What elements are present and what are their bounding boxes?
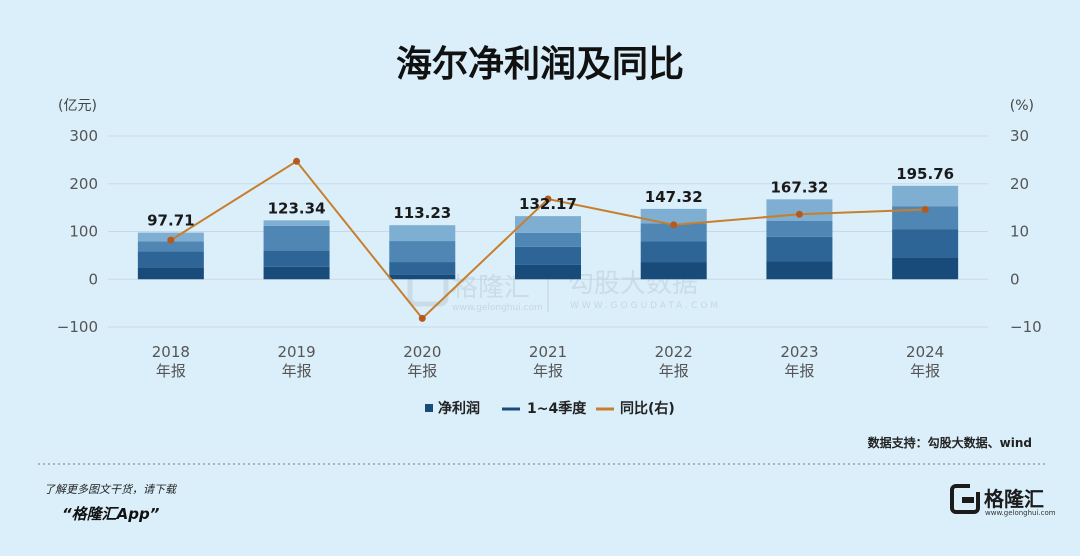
value-label: 132.17 (519, 195, 577, 213)
bar-segment-q4 (892, 185, 959, 207)
category-suffix-label: 年报 (282, 362, 312, 380)
bar-segment-q3 (892, 206, 959, 230)
left-axis-ticks: 300 200 100 0 −100 (57, 127, 98, 336)
value-label: 123.34 (268, 199, 326, 217)
logo: 格隆汇 www.gelonghui.com (950, 484, 1056, 517)
value-label: 167.32 (770, 178, 828, 196)
value-label: 147.32 (645, 188, 703, 206)
yoy-line-layer (167, 157, 929, 322)
footer-line2: “格隆汇App” (62, 505, 160, 523)
yoy-point (670, 221, 678, 229)
bar-segment-q2 (640, 241, 707, 263)
bar-segment-q3 (137, 241, 204, 252)
watermark-brand-url: www.gelonghui.com (452, 303, 543, 313)
right-tick-label: 20 (1010, 175, 1029, 193)
category-year-label: 2019 (277, 343, 315, 361)
bar-segment-q1 (263, 266, 330, 280)
bar-segment-q4 (515, 216, 581, 233)
bar-segment-q3 (263, 225, 330, 251)
left-tick-label: −100 (57, 318, 98, 336)
category-year-label: 2020 (403, 343, 441, 361)
right-axis-unit: (%) (1010, 98, 1034, 114)
bar-segment-q2 (389, 262, 456, 275)
yoy-point (293, 157, 301, 165)
category-year-label: 2024 (906, 343, 944, 361)
right-tick-label: 0 (1010, 270, 1020, 288)
left-tick-label: 0 (88, 270, 98, 288)
left-tick-label: 100 (69, 223, 98, 241)
left-tick-label: 200 (69, 175, 98, 193)
value-label: 97.71 (147, 212, 194, 230)
bar-segment-q2 (515, 246, 581, 265)
category-year-label: 2022 (655, 343, 693, 361)
yoy-point (167, 236, 175, 244)
category-suffix-label: 年报 (659, 362, 689, 380)
bar-segment-q3 (766, 220, 833, 237)
right-tick-label: 30 (1010, 127, 1029, 145)
bar-segment-q1 (515, 264, 581, 280)
yoy-point (795, 210, 803, 218)
bar-segment-q3 (389, 241, 456, 263)
bar-segment-q4 (389, 225, 456, 242)
category-year-label: 2021 (529, 343, 567, 361)
bar-segment-q2 (892, 229, 959, 258)
bar-segment-q1 (766, 261, 833, 280)
legend-label-net-profit: 净利润 (438, 400, 480, 417)
value-label: 195.76 (896, 165, 954, 183)
value-label: 113.23 (393, 204, 451, 222)
bar-segment-q1 (389, 274, 456, 280)
gelonghui-g-icon (950, 484, 980, 514)
bar-segment-q4 (640, 208, 707, 224)
category-suffix-label: 年报 (910, 362, 940, 380)
category-suffix-label: 年报 (407, 362, 437, 380)
bar-segment-q4 (263, 220, 330, 226)
footer-line1: 了解更多图文干货，请下载 (44, 483, 178, 496)
value-labels: 97.71 123.34 113.23 132.17 147.32 167.32 195.7… (147, 165, 954, 230)
bar-segment-q1 (892, 257, 959, 280)
watermark-partner-url: WWW.GOGUDATA.COM (570, 301, 721, 311)
bar-segment-q2 (137, 251, 204, 268)
right-tick-label: −10 (1010, 318, 1042, 336)
bar-segment-q1 (640, 262, 707, 280)
bar-segment-q2 (766, 236, 833, 262)
left-axis-unit: (亿元) (58, 98, 97, 114)
logo-text: 格隆汇 (984, 487, 1044, 511)
legend-label-quarters: 1~4季度 (527, 400, 587, 417)
right-tick-label: 10 (1010, 223, 1029, 241)
bar-segment-q1 (137, 267, 204, 280)
source-note: 数据支持：勾股大数据、wind (868, 435, 1032, 450)
yoy-point (418, 314, 426, 322)
category-labels: 2018年报2019年报2020年报2021年报2022年报2023年报2024… (152, 343, 944, 380)
bar-segment-q3 (515, 232, 581, 247)
left-tick-label: 300 (69, 127, 98, 145)
category-suffix-label: 年报 (156, 362, 186, 380)
category-year-label: 2018 (152, 343, 190, 361)
category-year-label: 2023 (780, 343, 818, 361)
legend-label-yoy: 同比(右) (620, 400, 675, 417)
right-axis-ticks: 30 20 10 0 −10 (1010, 127, 1042, 336)
bar-segment-q2 (263, 250, 330, 267)
yoy-point (544, 195, 552, 203)
logo-url: www.gelonghui.com (985, 509, 1056, 517)
legend: 净利润 1~4季度 同比(右) (425, 400, 675, 417)
yoy-point (921, 206, 929, 214)
legend-swatch-net-profit (425, 404, 433, 412)
chart-title: 海尔净利润及同比 (396, 44, 684, 85)
bar-segment-q3 (640, 223, 707, 242)
category-suffix-label: 年报 (533, 362, 563, 380)
category-suffix-label: 年报 (784, 362, 814, 380)
